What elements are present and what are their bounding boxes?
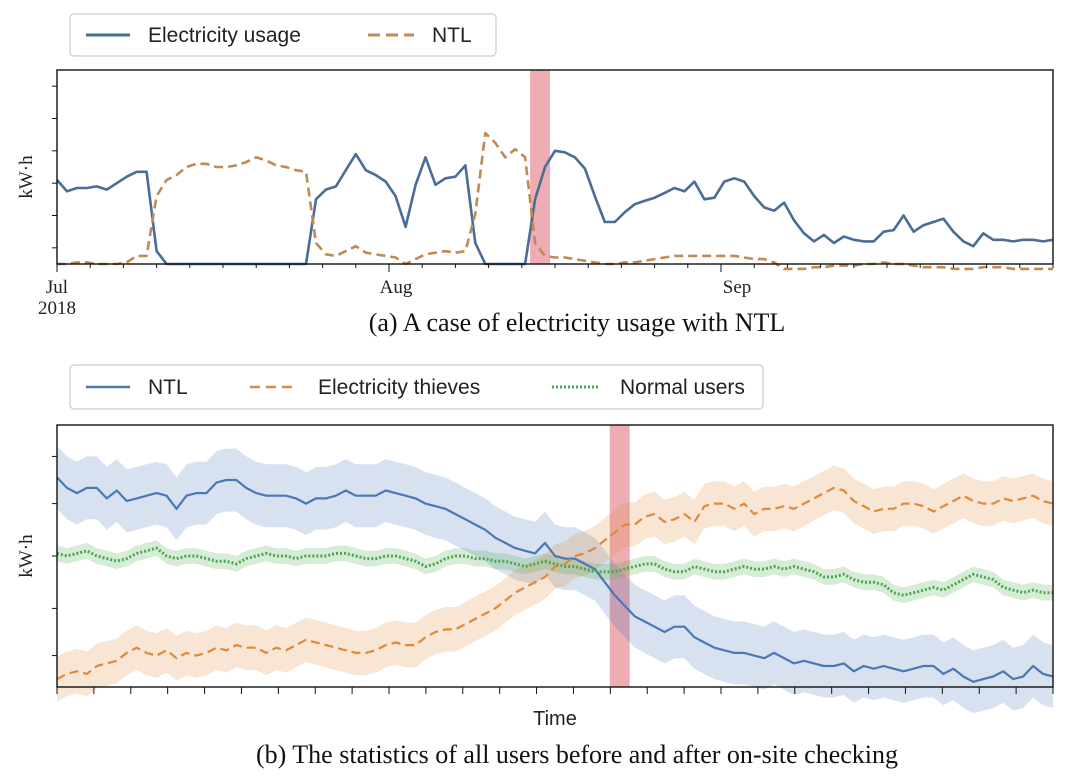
- plot-b-frame: [56, 424, 1054, 688]
- y-axis-label-a: kW·h: [16, 155, 37, 199]
- legend-b: NTL Electricity thieves Normal users: [69, 364, 764, 410]
- x-tick-label-year: 2018: [38, 298, 76, 319]
- legend-b-box: [69, 364, 764, 410]
- legend-a: Electricity usage NTL: [69, 13, 497, 57]
- x-ticks-b: [56, 687, 1054, 694]
- series-line-electricity-thieves: [56, 486, 1054, 681]
- plot-area-a: [52, 70, 1054, 272]
- legend-a-label-ntl: NTL: [432, 24, 472, 47]
- highlight-band: [609, 425, 630, 687]
- series-line-ntl: [57, 131, 1053, 271]
- x-tick-label-jul: Jul: [46, 277, 68, 298]
- legend-a-box: [69, 13, 497, 57]
- panel-b: NTL Electricity thieves Normal users kW·…: [16, 364, 1054, 769]
- plot-a-frame: [56, 69, 1054, 265]
- legend-b-label-ntl: NTL: [148, 376, 188, 399]
- x-tick-label-aug: Aug: [380, 277, 413, 298]
- confidence-band-ntl: [57, 446, 1053, 714]
- series-line-electricity-usage: [56, 149, 1054, 266]
- confidence-band-electricity-thieves: [57, 465, 1053, 702]
- legend-b-label-thieves: Electricity thieves: [318, 376, 480, 399]
- highlight-band: [530, 70, 551, 264]
- y-axis-label-b: kW·h: [16, 534, 37, 578]
- legend-b-label-normal: Normal users: [620, 376, 745, 399]
- panel-a: Electricity usage NTL kW·h Jul 2018 Aug …: [16, 13, 1054, 337]
- caption-a: (a) A case of electricity usage with NTL: [369, 308, 786, 337]
- x-tick-label-sep: Sep: [723, 277, 752, 298]
- legend-a-label-usage: Electricity usage: [148, 24, 301, 47]
- caption-b: (b) The statistics of all users before a…: [256, 740, 898, 769]
- plot-area-b: [52, 425, 1054, 714]
- x-axis-label-b: Time: [533, 708, 577, 730]
- series-line-ntl: [56, 476, 1054, 683]
